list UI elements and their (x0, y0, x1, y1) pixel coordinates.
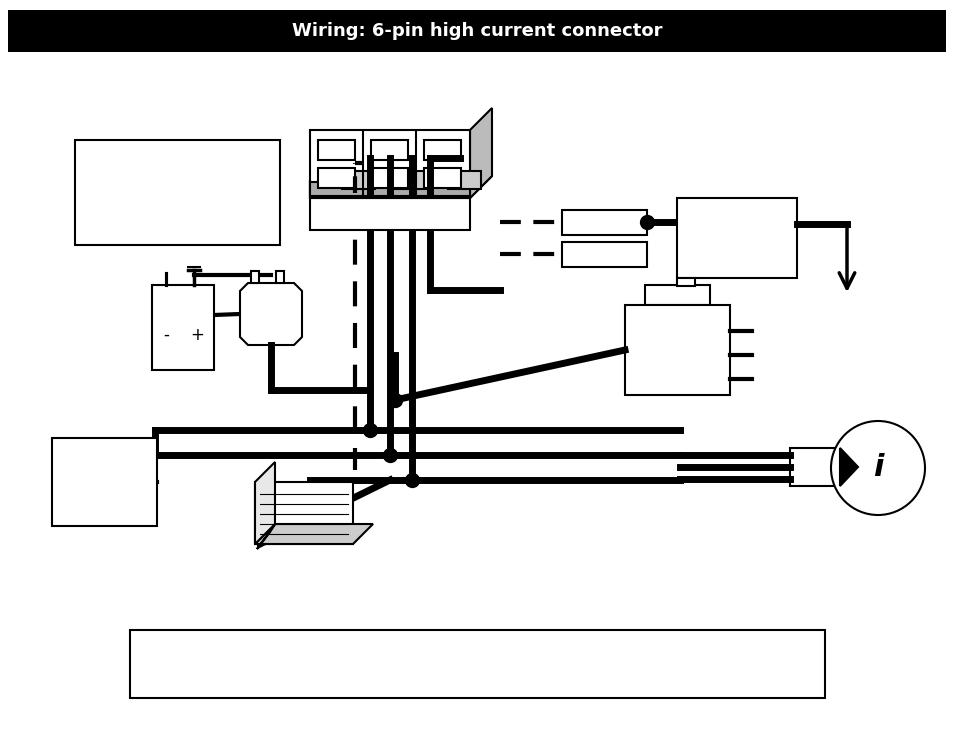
Polygon shape (254, 462, 274, 544)
Bar (317, 140, 355, 160)
Bar (251, 271, 258, 283)
Bar (310, 182, 470, 196)
Text: -: - (163, 326, 169, 344)
Bar (341, 171, 375, 189)
Polygon shape (470, 108, 492, 198)
Polygon shape (840, 448, 857, 486)
Bar (395, 171, 428, 189)
Polygon shape (254, 524, 373, 544)
Bar (677, 278, 695, 286)
Bar (423, 168, 460, 188)
Text: Wiring: 6-pin high current connector: Wiring: 6-pin high current connector (292, 22, 661, 40)
Bar (317, 168, 355, 188)
Polygon shape (256, 524, 274, 549)
Bar (371, 140, 408, 160)
Bar (152, 285, 213, 370)
Bar (75, 140, 280, 245)
Bar (561, 210, 646, 235)
Text: i: i (872, 453, 882, 483)
Bar (254, 482, 353, 544)
Polygon shape (310, 176, 492, 198)
Bar (52, 438, 157, 526)
Polygon shape (240, 283, 302, 345)
Bar (8, 10, 945, 52)
Bar (644, 285, 709, 305)
Bar (310, 180, 470, 230)
Bar (624, 305, 729, 395)
Text: +: + (190, 326, 204, 344)
Bar (275, 271, 284, 283)
Bar (310, 180, 470, 198)
Bar (677, 198, 796, 278)
Bar (130, 630, 824, 698)
Circle shape (830, 421, 924, 515)
Bar (448, 171, 480, 189)
Bar (310, 130, 470, 198)
Bar (561, 242, 646, 267)
Bar (789, 448, 840, 486)
Bar (371, 168, 408, 188)
Bar (423, 140, 460, 160)
